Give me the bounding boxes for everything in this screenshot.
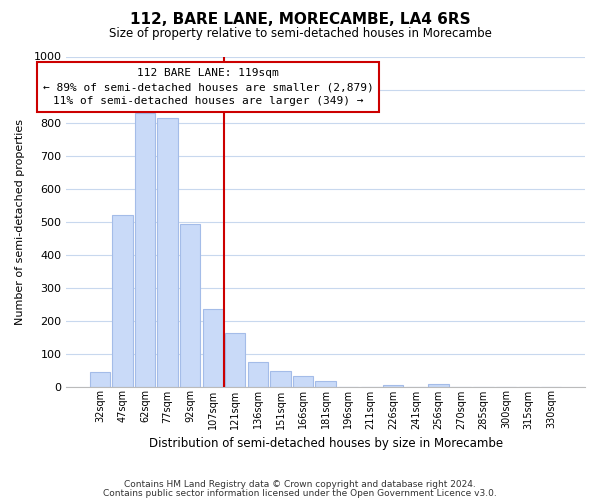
Text: Size of property relative to semi-detached houses in Morecambe: Size of property relative to semi-detach…: [109, 28, 491, 40]
Y-axis label: Number of semi-detached properties: Number of semi-detached properties: [15, 118, 25, 324]
X-axis label: Distribution of semi-detached houses by size in Morecambe: Distribution of semi-detached houses by …: [149, 437, 503, 450]
Bar: [203, 310, 223, 386]
Text: Contains HM Land Registry data © Crown copyright and database right 2024.: Contains HM Land Registry data © Crown c…: [124, 480, 476, 489]
Bar: [271, 371, 290, 386]
Bar: [293, 376, 313, 386]
Bar: [248, 362, 268, 386]
Text: 112 BARE LANE: 119sqm
← 89% of semi-detached houses are smaller (2,879)
11% of s: 112 BARE LANE: 119sqm ← 89% of semi-deta…: [43, 68, 374, 106]
Bar: [316, 380, 336, 386]
Bar: [180, 224, 200, 386]
Bar: [135, 113, 155, 386]
Bar: [383, 385, 403, 386]
Bar: [112, 215, 133, 386]
Bar: [90, 372, 110, 386]
Bar: [157, 118, 178, 386]
Text: 112, BARE LANE, MORECAMBE, LA4 6RS: 112, BARE LANE, MORECAMBE, LA4 6RS: [130, 12, 470, 28]
Bar: [428, 384, 449, 386]
Bar: [225, 334, 245, 386]
Text: Contains public sector information licensed under the Open Government Licence v3: Contains public sector information licen…: [103, 488, 497, 498]
